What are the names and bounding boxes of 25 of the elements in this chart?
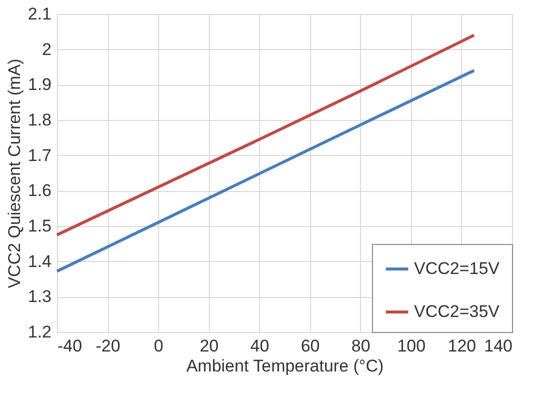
- y-tick-label: 1.8: [28, 110, 52, 130]
- x-tick-label: 60: [300, 336, 320, 356]
- legend-label: VCC2=35V: [414, 302, 500, 321]
- x-tick-label: 140: [484, 336, 512, 356]
- y-tick-label: 1.5: [28, 216, 52, 236]
- y-axis-title: VCC2 Quiescent Current (mA): [4, 58, 24, 288]
- x-tick-label: -40: [58, 336, 82, 356]
- x-tick-label: 20: [200, 336, 219, 356]
- x-axis-title: Ambient Temperature (°C): [186, 356, 384, 376]
- y-tick-label: 1.2: [28, 322, 52, 342]
- x-tick-label: -20: [96, 336, 120, 356]
- y-tick-label: 2: [42, 40, 52, 59]
- line-series: [56, 34, 476, 236]
- x-tick-label: 100: [397, 336, 426, 356]
- y-tick-label: 1.4: [28, 252, 52, 271]
- y-tick-label: 1.3: [28, 287, 52, 306]
- y-tick-label: 1.7: [28, 146, 52, 165]
- x-tick-label: 120: [448, 336, 476, 356]
- x-tick-label: 80: [351, 336, 370, 356]
- y-tick-label: 1.9: [28, 75, 52, 94]
- x-tick-label: 0: [154, 336, 164, 356]
- y-tick-label: 1.6: [28, 181, 52, 200]
- y-tick-label: 2.1: [28, 4, 52, 24]
- x-tick-label: 40: [250, 336, 270, 356]
- legend-label: VCC2=15V: [414, 259, 500, 278]
